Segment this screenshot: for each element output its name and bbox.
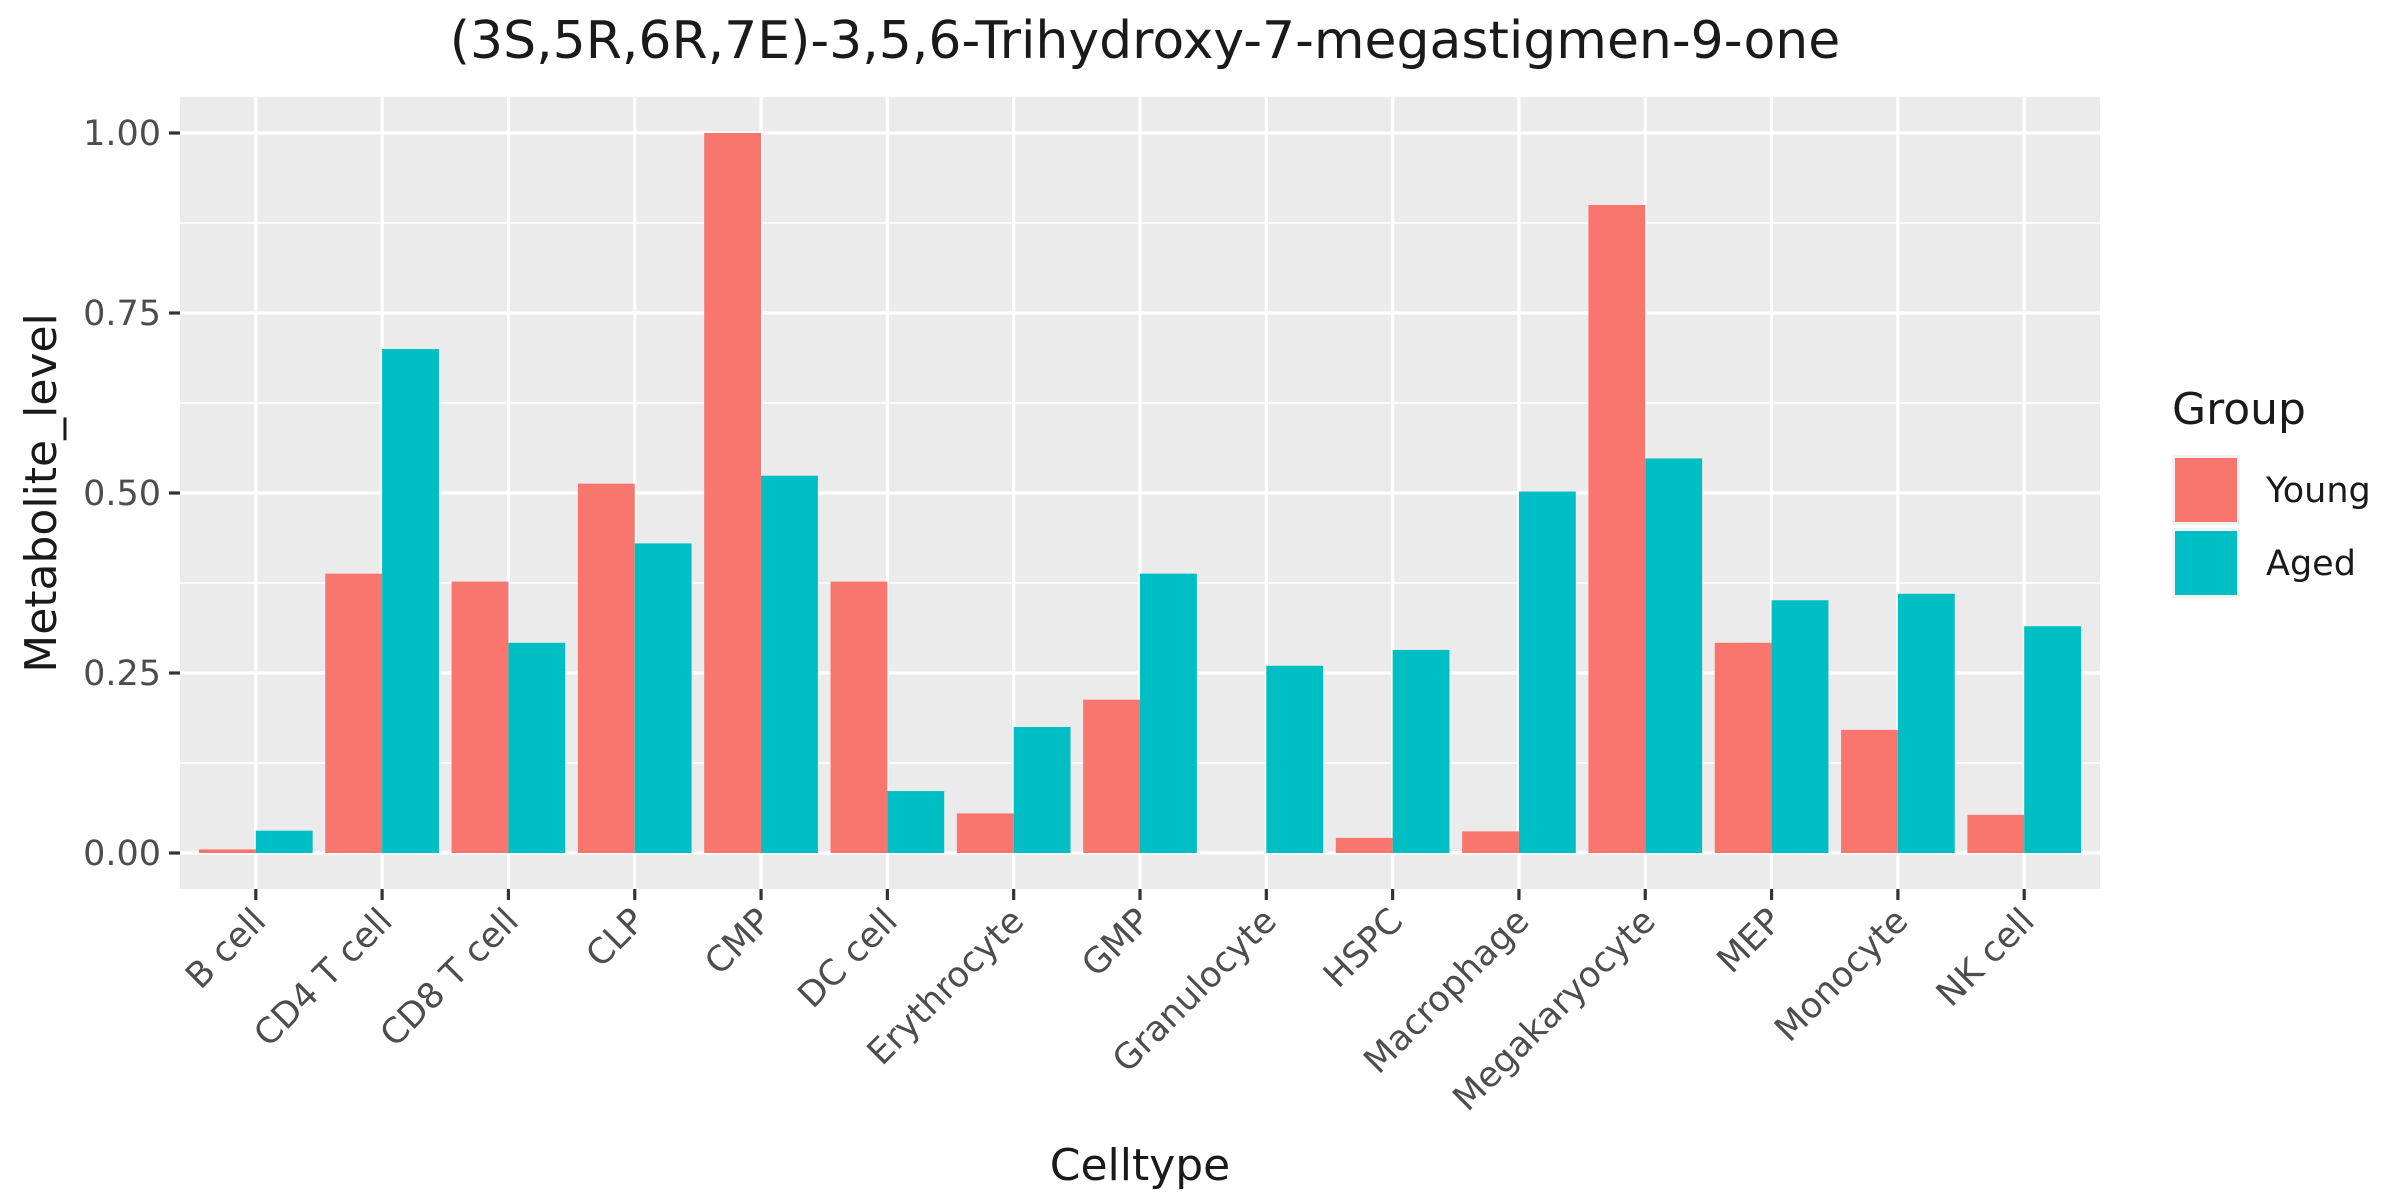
y-axis-title: Metabolite_level (16, 313, 67, 673)
x-tick-label: Monocyte (1767, 901, 1916, 1050)
bar (1841, 729, 1898, 853)
x-tick-label: NK cell (1929, 901, 2042, 1014)
bar (1967, 814, 2025, 853)
bar (577, 483, 635, 853)
x-tick-label: CD8 T cell (373, 901, 527, 1055)
x-tick-label: CMP (698, 901, 780, 983)
legend-label: Young (2265, 471, 2371, 511)
bar (255, 830, 313, 853)
bar (1392, 649, 1450, 853)
y-tick-label: 0.25 (83, 654, 161, 694)
bar (1083, 699, 1140, 853)
bar (1518, 491, 1576, 853)
bar (704, 133, 762, 853)
bar (2024, 626, 2082, 853)
bar (508, 642, 566, 853)
bar (1140, 573, 1197, 853)
x-tick-label: B cell (178, 901, 274, 997)
bar (1588, 205, 1646, 853)
legend-key (2175, 458, 2237, 522)
bar (1462, 831, 1519, 853)
bar (1771, 600, 1829, 853)
bars (198, 133, 2082, 853)
bar (1335, 837, 1393, 853)
x-tick-label: GMP (1075, 901, 1159, 985)
legend-title: Group (2172, 384, 2306, 435)
bar (1645, 458, 1703, 853)
chart-title: (3S,5R,6R,7E)-3,5,6-Trihydroxy-7-megasti… (450, 11, 1840, 71)
x-axis-title: Celltype (1050, 1140, 1231, 1191)
bar (451, 581, 509, 853)
bar (325, 573, 383, 853)
y-tick-label: 0.50 (83, 474, 161, 514)
x-tick-label: HSPC (1316, 901, 1411, 996)
y-tick-label: 1.00 (83, 114, 161, 154)
x-tick-label: DC cell (791, 901, 906, 1016)
x-tick-label: MEP (1710, 901, 1790, 981)
bar (1013, 727, 1071, 853)
bar (830, 581, 888, 853)
legend-key (2175, 531, 2237, 595)
bar (956, 813, 1014, 853)
bar (382, 349, 439, 853)
x-tick-label: CLP (579, 901, 653, 975)
bar (198, 849, 256, 853)
bar (1897, 593, 1955, 853)
bar (887, 791, 945, 853)
legend: Group Young Aged (2172, 384, 2371, 598)
bar (1714, 642, 1772, 853)
bar (761, 475, 818, 853)
y-axis: 0.00 0.25 0.50 0.75 1.00 (83, 114, 180, 874)
bar (1266, 665, 1324, 853)
y-tick-label: 0.75 (83, 294, 161, 334)
bar (634, 543, 692, 853)
y-tick-label: 0.00 (83, 834, 161, 874)
legend-label: Aged (2266, 544, 2356, 584)
